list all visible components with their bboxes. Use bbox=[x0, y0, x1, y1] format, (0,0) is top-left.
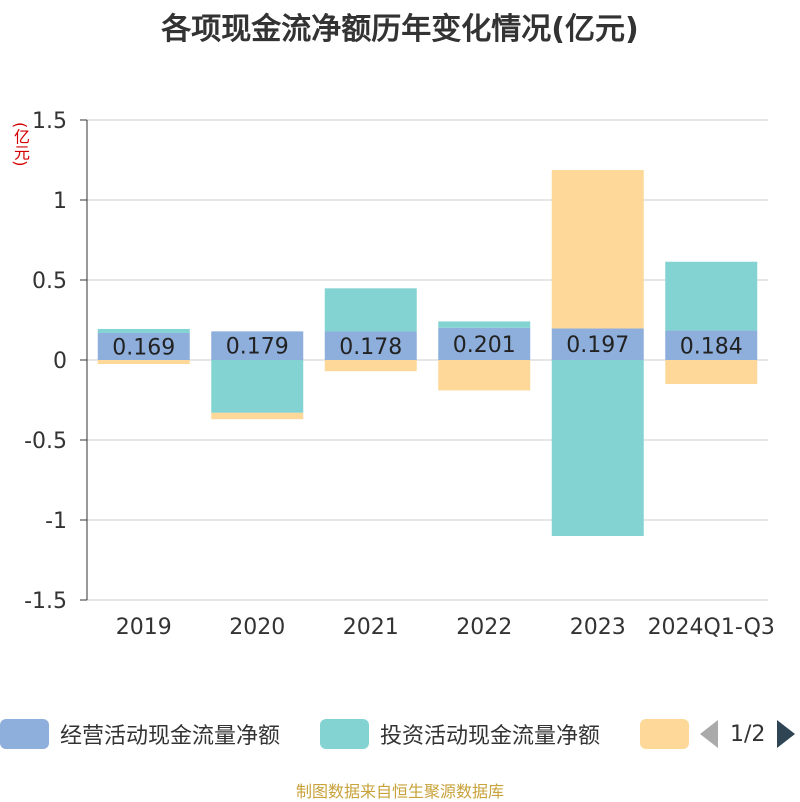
legend-swatch-financing bbox=[640, 719, 689, 749]
bar-value-label: 0.178 bbox=[339, 335, 402, 360]
bar-operating bbox=[665, 330, 758, 360]
bar-financing bbox=[665, 360, 758, 384]
y-tick-label: 1.5 bbox=[32, 109, 67, 134]
bar-operating bbox=[211, 331, 304, 360]
legend-page-indicator: 1/2 bbox=[730, 721, 766, 747]
x-tick-label: 2021 bbox=[343, 615, 399, 640]
y-tick-label: 0 bbox=[53, 349, 67, 374]
bar-value-label: 0.179 bbox=[226, 335, 289, 360]
bar-value-label: 0.201 bbox=[453, 333, 516, 358]
y-tick-label: -0.5 bbox=[24, 429, 67, 454]
bar-investing bbox=[324, 288, 417, 332]
legend-label-operating: 经营活动现金流量净额 bbox=[60, 724, 281, 749]
bar-investing bbox=[551, 360, 644, 536]
bar-investing bbox=[438, 321, 531, 328]
legend-swatch-operating bbox=[0, 719, 49, 749]
y-tick-label: -1.5 bbox=[24, 589, 67, 614]
bar-operating bbox=[97, 332, 190, 360]
bar-value-label: 0.184 bbox=[680, 334, 743, 359]
legend-prev-page-icon[interactable] bbox=[700, 720, 718, 748]
chart-title: 各项现金流净额历年变化情况(亿元) bbox=[161, 12, 639, 47]
chart-plot: -1.5 -1 -0.5 0 0.5 1 1.5 0.169 2019 0.179 2020 0.17… bbox=[24, 109, 775, 640]
bar-value-label: 0.169 bbox=[112, 335, 175, 360]
legend-swatch-investing bbox=[320, 719, 369, 749]
bar-operating bbox=[438, 327, 531, 360]
bar-financing bbox=[438, 360, 531, 391]
bar-investing bbox=[97, 328, 190, 333]
y-tick-label: -1 bbox=[45, 509, 67, 534]
legend-next-page-icon[interactable] bbox=[777, 720, 796, 748]
x-tick-label: 2022 bbox=[456, 615, 512, 640]
bar-financing bbox=[551, 170, 644, 329]
legend-label-investing: 投资活动现金流量净额 bbox=[380, 724, 601, 749]
bar-operating bbox=[324, 331, 417, 360]
legend-item-financing[interactable] bbox=[640, 714, 700, 754]
y-axis-unit-label: (亿元) bbox=[11, 122, 30, 167]
x-tick-label: 2023 bbox=[570, 615, 626, 640]
bar-financing bbox=[211, 412, 304, 420]
chart-legend: 经营活动现金流量净额 投资活动现金流量净额 1/2 bbox=[0, 714, 800, 754]
data-source-note: 制图数据来自恒生聚源数据库 bbox=[295, 782, 504, 801]
bar-investing bbox=[211, 360, 304, 413]
legend-pager: 1/2 bbox=[700, 714, 796, 754]
y-tick-label: 0.5 bbox=[32, 269, 67, 294]
y-tick-label: 1 bbox=[53, 189, 67, 214]
bar-operating bbox=[551, 328, 644, 360]
bar-value-label: 0.197 bbox=[566, 333, 629, 358]
bar-financing bbox=[97, 360, 190, 364]
x-tick-label: 2020 bbox=[229, 615, 285, 640]
legend-item-investing[interactable]: 投资活动现金流量净额 bbox=[320, 714, 600, 754]
x-tick-label: 2019 bbox=[116, 615, 172, 640]
legend-item-operating[interactable]: 经营活动现金流量净额 bbox=[0, 714, 280, 754]
bar-investing bbox=[665, 261, 758, 331]
x-tick-label: 2024Q1-Q3 bbox=[648, 615, 775, 640]
bar-financing bbox=[324, 360, 417, 372]
